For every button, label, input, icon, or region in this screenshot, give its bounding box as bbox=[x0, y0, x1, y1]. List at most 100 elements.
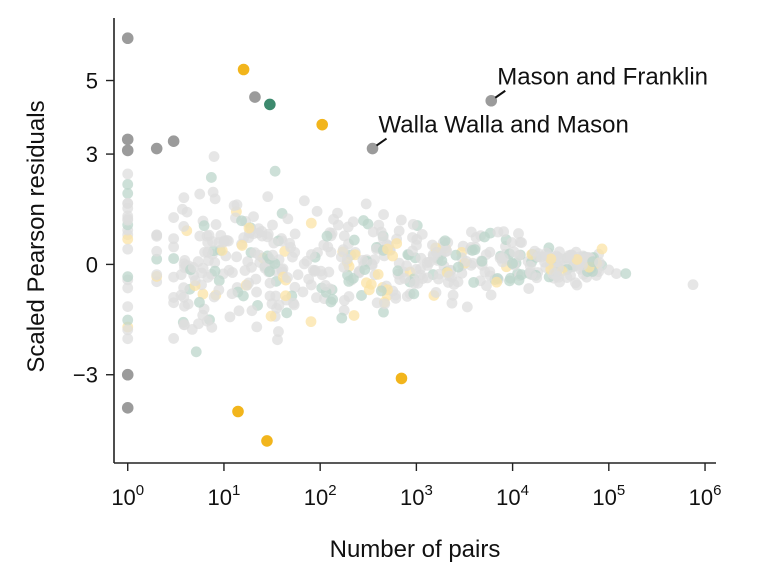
background-point bbox=[360, 198, 372, 210]
background-point bbox=[497, 253, 509, 264]
background-point bbox=[320, 280, 331, 291]
background-point bbox=[687, 279, 699, 291]
background-point bbox=[267, 219, 278, 231]
background-point bbox=[182, 298, 194, 310]
background-point bbox=[122, 233, 134, 245]
x-tick-label: 101 bbox=[208, 482, 241, 510]
data-point-highlighted-yellow bbox=[237, 63, 250, 76]
background-point bbox=[594, 257, 605, 268]
background-point bbox=[311, 205, 323, 217]
background-point bbox=[272, 334, 283, 346]
background-point bbox=[151, 229, 163, 241]
data-point-highlighted-gray bbox=[121, 402, 134, 414]
background-point bbox=[325, 296, 337, 308]
background-point bbox=[416, 228, 428, 240]
background-point bbox=[513, 228, 524, 239]
background-point bbox=[461, 301, 473, 313]
data-point-highlighted-gray bbox=[366, 142, 379, 155]
background-point bbox=[246, 305, 258, 317]
annotation-label: Mason and Franklin bbox=[497, 64, 708, 91]
background-point bbox=[264, 266, 275, 277]
background-point bbox=[209, 265, 221, 277]
data-point-highlighted-yellow bbox=[316, 118, 329, 131]
background-point bbox=[205, 172, 217, 183]
background-point bbox=[356, 290, 367, 301]
background-point bbox=[282, 213, 294, 225]
background-point bbox=[305, 316, 317, 328]
background-point bbox=[177, 203, 188, 215]
background-point bbox=[391, 238, 403, 249]
background-point bbox=[151, 269, 163, 281]
background-point bbox=[213, 275, 225, 287]
background-point bbox=[276, 235, 288, 247]
background-point bbox=[227, 267, 238, 278]
background-point bbox=[408, 278, 420, 289]
background-point bbox=[168, 333, 180, 344]
x-tick-label: 104 bbox=[496, 482, 529, 510]
background-point bbox=[280, 290, 292, 302]
x-tick-label: 103 bbox=[400, 482, 433, 510]
background-point bbox=[208, 151, 220, 162]
background-point bbox=[246, 261, 257, 273]
data-point-highlighted-gray bbox=[121, 133, 134, 146]
background-point bbox=[553, 271, 564, 283]
background-point bbox=[338, 261, 350, 273]
y-axis-title: Scaled Pearson residuals bbox=[23, 100, 50, 372]
background-point bbox=[407, 245, 418, 257]
background-point bbox=[323, 266, 335, 278]
background-point bbox=[264, 277, 276, 289]
background-point bbox=[507, 258, 518, 269]
background-point bbox=[452, 276, 464, 288]
background-point bbox=[447, 289, 459, 301]
background-point bbox=[620, 268, 632, 279]
background-point bbox=[151, 253, 163, 265]
y-tick-label: −3 bbox=[73, 363, 98, 388]
background-point bbox=[168, 212, 180, 223]
background-point bbox=[273, 326, 284, 337]
background-point bbox=[343, 276, 355, 287]
annotation-leader bbox=[494, 89, 506, 99]
background-point bbox=[372, 268, 384, 280]
background-point bbox=[197, 288, 209, 300]
background-point bbox=[268, 237, 280, 249]
y-tick-label: 5 bbox=[86, 69, 98, 94]
background-point bbox=[289, 281, 301, 293]
y-tick-label: 0 bbox=[86, 252, 98, 277]
background-point bbox=[213, 284, 225, 296]
y-axis-ticks: −3 0 3 5 bbox=[73, 69, 114, 388]
background-point bbox=[288, 297, 299, 309]
background-point bbox=[341, 253, 353, 265]
data-point-highlighted-gray bbox=[249, 91, 261, 103]
background-point bbox=[122, 333, 134, 345]
background-point bbox=[122, 282, 134, 294]
background-point bbox=[202, 271, 214, 283]
background-point bbox=[289, 228, 301, 240]
data-point-highlighted-gray bbox=[121, 32, 134, 45]
background-point bbox=[363, 284, 375, 296]
data-point-highlighted-yellow bbox=[261, 435, 273, 447]
background-point bbox=[390, 289, 401, 301]
background-point bbox=[262, 191, 274, 203]
background-point bbox=[338, 230, 350, 242]
background-point bbox=[228, 200, 240, 212]
background-point bbox=[342, 221, 354, 233]
background-point bbox=[122, 314, 134, 326]
background-point bbox=[193, 318, 204, 330]
background-point bbox=[224, 311, 236, 323]
background-point bbox=[367, 226, 379, 238]
background-point bbox=[251, 286, 262, 298]
background-point bbox=[213, 237, 225, 248]
background-point bbox=[336, 312, 348, 324]
background-point bbox=[203, 255, 214, 267]
background-point bbox=[553, 262, 564, 274]
background-point bbox=[565, 270, 576, 281]
background-point bbox=[122, 198, 134, 209]
background-point bbox=[513, 274, 525, 286]
x-axis-title: Number of pairs bbox=[330, 536, 501, 563]
background-point bbox=[382, 243, 393, 255]
background-point bbox=[187, 262, 199, 273]
background-point bbox=[399, 273, 411, 284]
background-point bbox=[375, 285, 387, 297]
background-point bbox=[305, 217, 317, 229]
